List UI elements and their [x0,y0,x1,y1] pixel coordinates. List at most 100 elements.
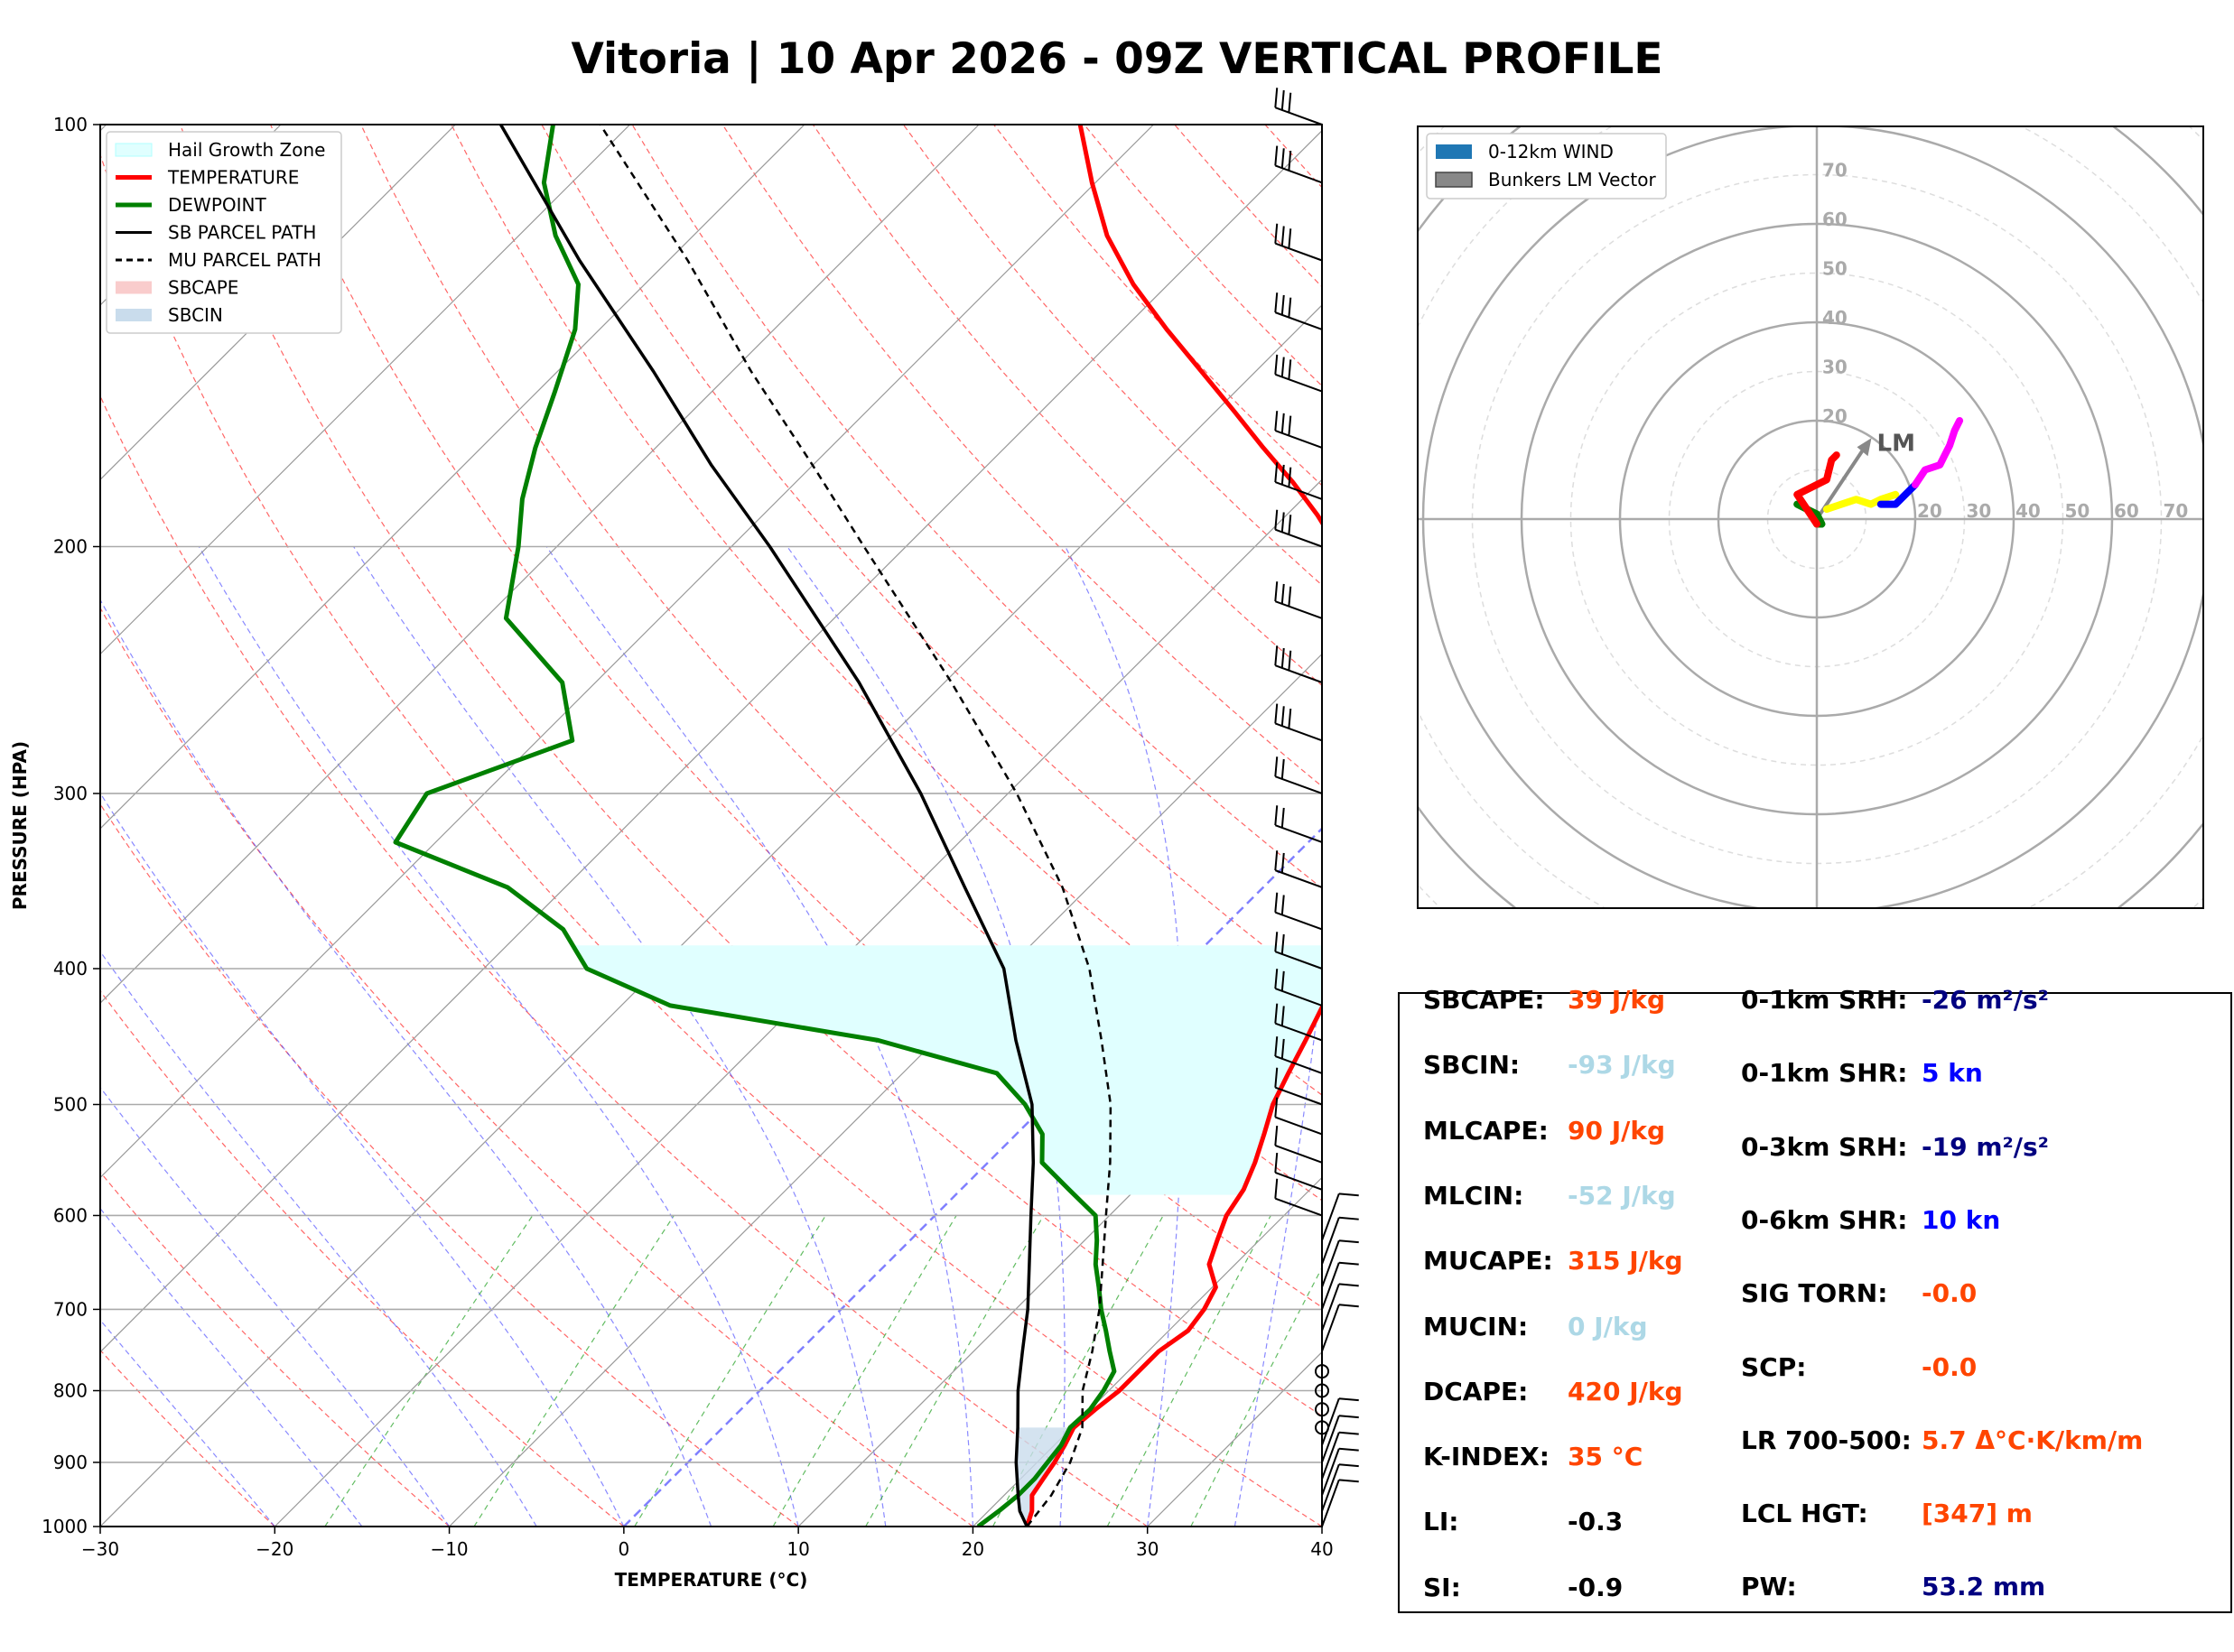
hodo-ring-label-y: 50 [1822,258,1848,280]
index-value: -26 m²/s² [1922,985,2049,1015]
legend-box [106,131,342,334]
barb-feather [1274,1178,1279,1199]
index-label: SIG TORN: [1741,1278,1888,1309]
dry-adiabat [100,1349,275,1527]
barb-feather [1338,1283,1359,1287]
barb-feather [1288,515,1292,535]
barb-staff [1274,664,1323,683]
wind-barb [1274,292,1323,330]
wind-barb [1274,88,1323,125]
legend-label: Hail Growth Zone [168,139,325,161]
calm-wind-circle [1315,1420,1329,1435]
wind-barb [1274,932,1323,970]
barb-staff [1274,1172,1323,1191]
wind-barb [1321,1283,1359,1332]
barb-feather [1338,1261,1359,1266]
barb-staff [1274,481,1323,500]
hodo-ring-label-x: 50 [2065,500,2090,522]
moist-adiabat [100,1319,275,1527]
barb-feather [1280,512,1285,533]
wind-barb [1274,892,1323,931]
lm-label: LM [1877,430,1915,457]
barb-staff [1274,951,1323,970]
barb-feather [1280,583,1285,604]
barb-staff [1274,775,1323,794]
barb-feather [1338,1479,1359,1483]
index-value: [347] m [1922,1499,2033,1529]
wind-barb [1274,1178,1323,1217]
barb-staff [1274,1145,1323,1164]
hodo-ring-label-y: 20 [1822,405,1848,427]
wind-barb [1274,462,1323,500]
skewt-legend: Hail Growth Zone TEMPERATURE DEWPOINT SB PA… [106,131,342,334]
index-label: MLCIN: [1423,1180,1524,1211]
barb-feather [1274,88,1279,108]
index-label: LCL HGT: [1741,1499,1868,1529]
hodo-ring-label-y: 60 [1822,209,1848,230]
legend-patch [115,143,153,157]
hodo-ring-label-y: 70 [1822,160,1848,181]
index-label: SBCAPE: [1423,985,1545,1015]
hodo-ring-label-x: 40 [2015,500,2041,522]
barb-feather [1338,1431,1359,1435]
wind-barb [1321,1304,1359,1352]
wind-barb [1274,581,1323,619]
barb-staff [1274,1022,1323,1042]
legend-swatch [115,143,153,157]
y-tick-label: 100 [53,114,88,135]
barb-staff [1274,164,1323,184]
barb-feather [1288,708,1292,729]
isotherm [100,125,1154,1179]
wind-barb [1274,969,1323,1007]
index-value: 53.2 mm [1922,1572,2046,1602]
indices-panel: SBCAPE: 39 J/kg SBCIN: -93 J/kg MLCAPE: 90 J/… [1398,985,2232,1613]
wind-barb [1274,805,1323,843]
barb-feather [1280,933,1285,955]
isotherm [100,125,805,830]
moist-adiabat [1065,546,1183,1527]
barb-feather [1274,354,1279,375]
barb-feather [1274,892,1279,913]
hodo-ring [1226,0,2234,1109]
barb-feather [1280,895,1285,915]
barb-feather [1274,1003,1279,1024]
calm-wind-circle [1315,1364,1329,1379]
dry-adiabat [100,803,799,1527]
barb-staff [1274,1116,1323,1136]
barb-staff [1274,528,1323,548]
y-tick-label: 200 [53,535,88,557]
wind-barb [1321,1397,1359,1446]
isotherm [973,1176,1322,1527]
barb-feather [1280,647,1285,669]
barb-feather [1280,1006,1285,1026]
barb-staff [1274,1055,1323,1074]
legend-label: SB PARCEL PATH [168,222,316,244]
wind-barb [1274,1097,1323,1136]
x-tick-label: 20 [962,1538,984,1560]
barb-feather [1288,359,1292,380]
isotherm [100,125,630,655]
dry-adiabat [360,125,1322,1202]
isotherm [100,129,1322,1353]
index-value: -0.0 [1922,1278,1978,1309]
barb-feather [1280,852,1285,873]
dry-adiabat [721,125,1322,787]
index-label: LR 700-500: [1741,1425,1912,1455]
legend-swatch [116,309,152,321]
barb-feather [1274,932,1279,952]
index-label: K-INDEX: [1423,1442,1550,1472]
barb-feather [1274,1067,1279,1088]
wind-barb [1321,1193,1359,1241]
barb-feather [1338,1239,1359,1244]
temperature-line [1024,125,1322,1527]
wind-barb [1274,645,1323,683]
barb-feather [1288,586,1292,607]
index-label: 0-1km SHR: [1741,1058,1908,1089]
barb-staff [1274,911,1323,931]
barb-feather [1274,581,1279,602]
barb-staff [1274,373,1323,393]
barb-staff [1321,1193,1340,1241]
moist-adiabat [198,546,799,1527]
wind-barb [1315,1364,1329,1379]
barb-feather [1280,807,1285,828]
